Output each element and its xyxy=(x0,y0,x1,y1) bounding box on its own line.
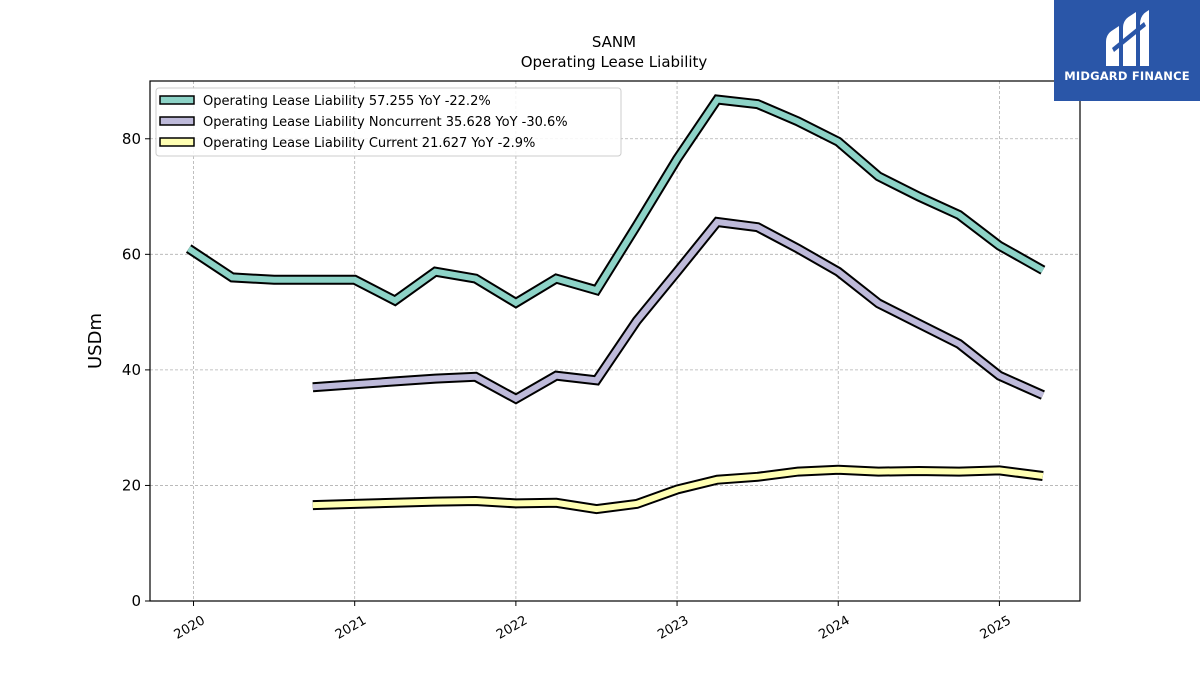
brand-name: MIDGARD FINANCE xyxy=(1064,69,1190,83)
series-outline xyxy=(312,216,1045,405)
brand-logo: MIDGARD FINANCE xyxy=(1054,0,1200,101)
y-tick-label: 20 xyxy=(122,476,141,494)
grid xyxy=(150,81,1080,602)
x-tick-label: 2021 xyxy=(333,613,369,643)
x-tick-label: 2025 xyxy=(978,613,1014,643)
axes: 0 20 40 60 80 2020 2021 2022 2023 2024 2025 xyxy=(122,130,1014,643)
legend-label: Operating Lease Liability 57.255 YoY -22… xyxy=(203,94,491,109)
series-line xyxy=(312,466,1044,513)
legend-swatch xyxy=(159,137,195,147)
y-tick-label: 40 xyxy=(122,361,141,379)
x-tick-label: 2022 xyxy=(494,613,530,643)
x-tick-label: 2024 xyxy=(816,613,852,643)
y-tick-label: 0 xyxy=(131,592,141,610)
x-tick-label: 2023 xyxy=(655,613,691,643)
legend-label: Operating Lease Liability Noncurrent 35.… xyxy=(203,115,568,130)
midgard-logo-icon xyxy=(1106,10,1149,66)
plot-frame xyxy=(149,80,1081,602)
legend-label: Operating Lease Liability Current 21.627… xyxy=(203,136,535,151)
chart-title: SANM xyxy=(592,33,636,51)
chart-subtitle: Operating Lease Liability xyxy=(521,53,708,71)
y-axis-label: USDm xyxy=(85,313,106,369)
legend-swatch xyxy=(159,116,195,126)
x-tick-label: 2020 xyxy=(172,613,208,643)
y-tick-label: 80 xyxy=(122,130,141,148)
series-layer xyxy=(185,94,1046,515)
legend-box xyxy=(155,87,622,157)
series-line xyxy=(312,218,1045,403)
legend: Operating Lease Liability 57.255 YoY -22… xyxy=(155,87,622,157)
series-line xyxy=(187,96,1045,307)
legend-swatch xyxy=(159,95,195,105)
y-tick-label: 60 xyxy=(122,245,141,263)
